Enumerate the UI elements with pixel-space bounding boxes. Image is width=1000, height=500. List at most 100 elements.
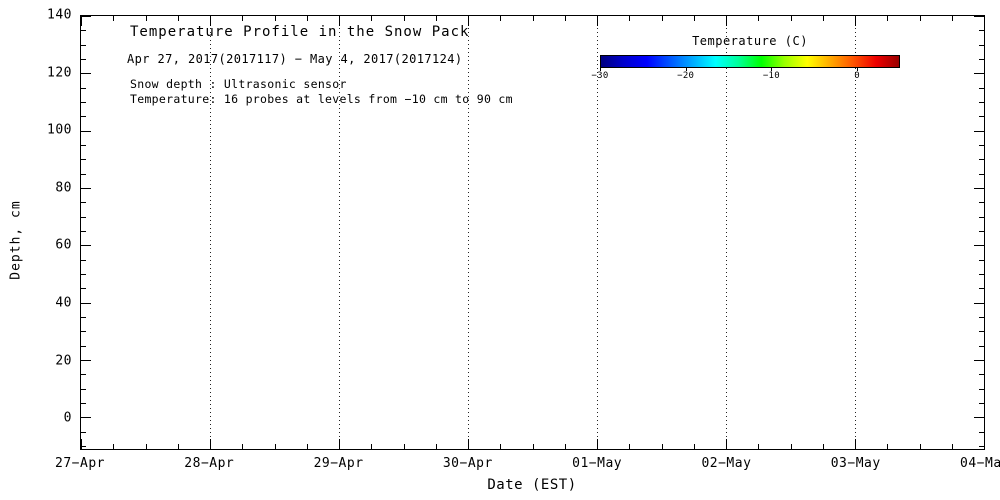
colorbar-tick bbox=[857, 68, 859, 71]
y-tick-label: 120 bbox=[47, 65, 72, 81]
y-minor-tick bbox=[979, 403, 984, 405]
x-major-tick bbox=[210, 16, 211, 26]
x-major-tick bbox=[855, 439, 856, 449]
colorbar-tick-label: −20 bbox=[677, 71, 695, 81]
x-minor-tick bbox=[435, 444, 437, 449]
y-minor-tick bbox=[979, 331, 984, 333]
x-major-tick bbox=[339, 16, 340, 26]
annotation-snow-depth: Snow depth : Ultrasonic sensor bbox=[130, 77, 347, 91]
y-minor-tick bbox=[979, 216, 984, 218]
y-tick-label: 140 bbox=[47, 7, 72, 23]
x-tick-label: 01−May bbox=[572, 456, 623, 471]
y-tick-label: 60 bbox=[55, 237, 72, 253]
x-minor-tick bbox=[145, 444, 147, 449]
y-minor-tick bbox=[979, 116, 984, 118]
plot-area bbox=[80, 15, 985, 450]
grid-line-vertical bbox=[468, 16, 469, 449]
y-minor-tick bbox=[81, 431, 86, 433]
x-minor-tick bbox=[661, 444, 663, 449]
annotation-temperature-probes: Temperature: 16 probes at levels from −1… bbox=[130, 92, 513, 106]
x-minor-tick bbox=[306, 16, 308, 21]
x-minor-tick bbox=[403, 16, 405, 21]
x-minor-tick bbox=[564, 16, 566, 21]
y-minor-tick bbox=[81, 216, 86, 218]
colorbar-tick bbox=[771, 68, 773, 71]
x-tick-label: 27−Apr bbox=[55, 456, 105, 471]
x-minor-tick bbox=[177, 16, 179, 21]
x-minor-tick bbox=[403, 444, 405, 449]
x-major-tick bbox=[855, 16, 856, 26]
x-tick-label: 30−Apr bbox=[442, 456, 493, 471]
x-minor-tick bbox=[274, 16, 276, 21]
x-minor-tick bbox=[661, 16, 663, 21]
y-minor-tick bbox=[81, 159, 86, 161]
y-minor-tick bbox=[81, 259, 86, 261]
y-major-tick bbox=[974, 245, 984, 247]
y-minor-tick bbox=[81, 374, 86, 376]
x-tick-label: 04−May bbox=[960, 456, 1000, 471]
x-minor-tick bbox=[822, 16, 824, 21]
x-minor-tick bbox=[629, 16, 631, 21]
colorbar-tick bbox=[600, 68, 601, 71]
y-major-tick bbox=[81, 130, 91, 132]
y-major-tick bbox=[81, 417, 91, 419]
x-minor-tick bbox=[790, 16, 792, 21]
y-minor-tick bbox=[979, 431, 984, 433]
y-minor-tick bbox=[81, 331, 86, 333]
y-major-tick bbox=[81, 16, 91, 17]
grid-line-vertical bbox=[597, 16, 598, 449]
y-major-tick bbox=[974, 188, 984, 190]
x-minor-tick bbox=[758, 444, 760, 449]
colorbar-tick-label: −30 bbox=[591, 71, 609, 81]
y-minor-tick bbox=[979, 159, 984, 161]
colorbar-gradient bbox=[600, 55, 900, 68]
x-minor-tick bbox=[758, 16, 760, 21]
y-tick-label: 40 bbox=[55, 295, 72, 311]
x-minor-tick bbox=[274, 444, 276, 449]
y-minor-tick bbox=[81, 87, 86, 89]
y-minor-tick bbox=[81, 388, 86, 390]
y-major-tick bbox=[81, 302, 91, 304]
y-major-tick bbox=[81, 360, 91, 362]
y-minor-tick bbox=[979, 259, 984, 261]
y-minor-tick bbox=[81, 116, 86, 118]
y-minor-tick bbox=[979, 59, 984, 60]
x-minor-tick bbox=[113, 16, 115, 21]
grid-line-vertical bbox=[726, 16, 727, 449]
colorbar-title: Temperature (C) bbox=[692, 34, 808, 48]
y-minor-tick bbox=[81, 231, 86, 233]
y-minor-tick bbox=[81, 446, 86, 448]
x-tick-label: 28−Apr bbox=[184, 456, 235, 471]
x-minor-tick bbox=[693, 444, 695, 449]
y-major-tick bbox=[81, 73, 91, 75]
y-minor-tick bbox=[979, 173, 984, 175]
x-major-tick bbox=[210, 439, 211, 449]
y-minor-tick bbox=[979, 102, 984, 104]
y-tick-label: 20 bbox=[55, 353, 72, 369]
x-minor-tick bbox=[919, 16, 921, 21]
chart-date-range: Apr 27, 2017(2017117) − May 4, 2017(2017… bbox=[127, 52, 463, 66]
y-tick-label: 0 bbox=[63, 410, 72, 426]
y-major-tick bbox=[81, 245, 91, 247]
grid-line-vertical bbox=[855, 16, 856, 449]
x-major-tick bbox=[726, 439, 727, 449]
y-minor-tick bbox=[979, 231, 984, 233]
y-minor-tick bbox=[81, 59, 86, 60]
x-minor-tick bbox=[242, 444, 244, 449]
y-major-tick bbox=[974, 302, 984, 304]
colorbar-tick-label: −10 bbox=[762, 71, 780, 81]
y-major-tick bbox=[974, 417, 984, 419]
y-minor-tick bbox=[979, 446, 984, 448]
x-major-tick bbox=[597, 439, 598, 449]
x-major-tick bbox=[468, 16, 469, 26]
x-minor-tick bbox=[629, 444, 631, 449]
grid-line-vertical bbox=[339, 16, 340, 449]
y-minor-tick bbox=[81, 274, 86, 276]
x-minor-tick bbox=[500, 16, 502, 21]
x-major-tick bbox=[984, 16, 985, 26]
x-major-tick bbox=[81, 439, 82, 449]
x-minor-tick bbox=[177, 444, 179, 449]
y-minor-tick bbox=[979, 145, 984, 147]
y-minor-tick bbox=[81, 202, 86, 204]
